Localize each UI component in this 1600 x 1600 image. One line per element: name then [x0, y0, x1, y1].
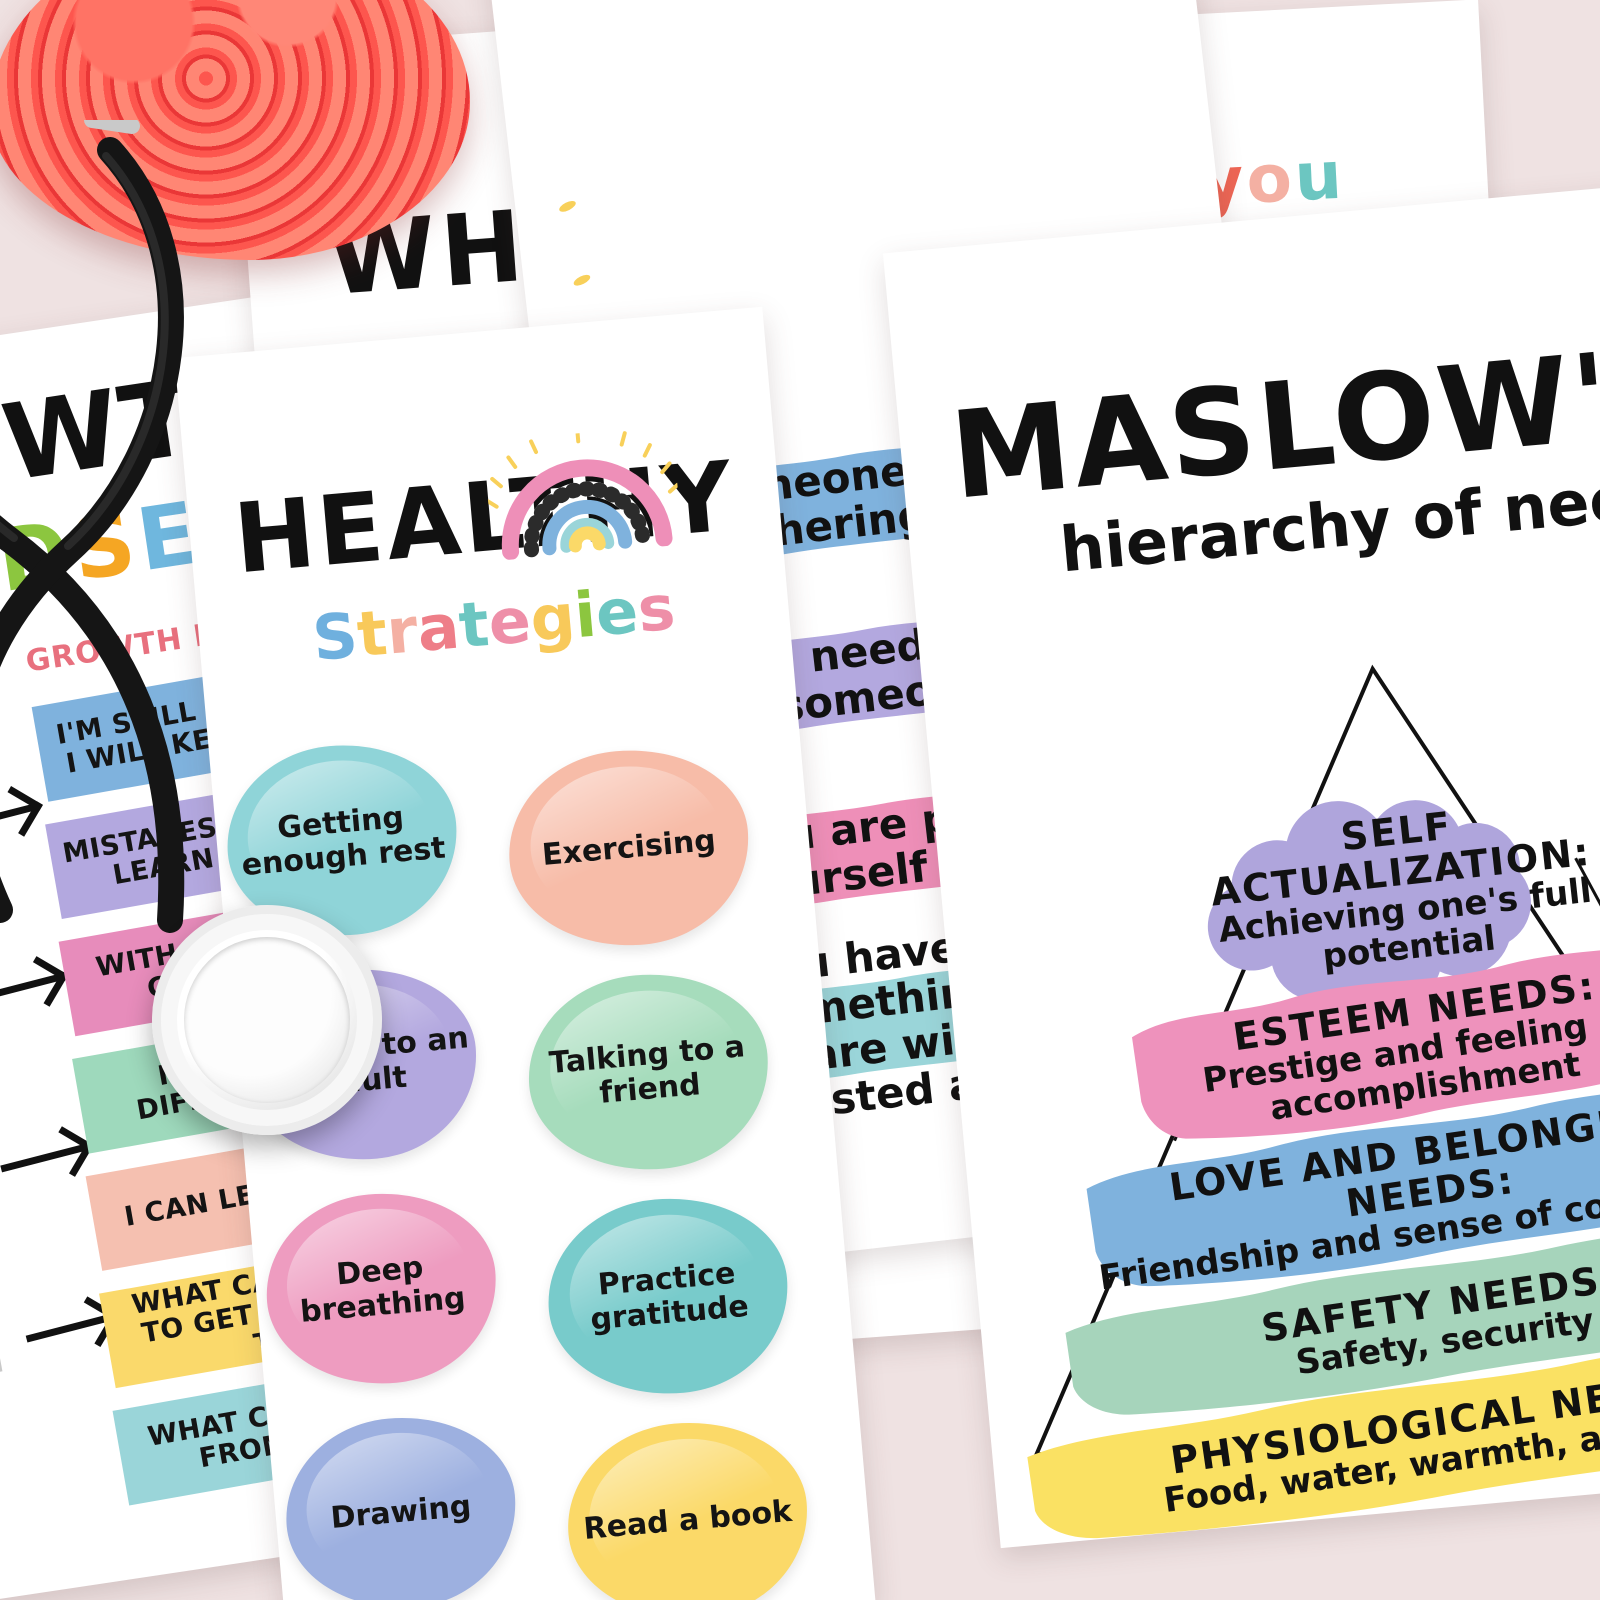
maslow-level-list: SELF ACTUALIZATION: Achieving one's full … [943, 612, 1600, 1539]
maslow-level: PHYSIOLOGICAL NEEDS: Food, water, warmth,… [1016, 1305, 1600, 1548]
bubble-label: Drawing [329, 1488, 473, 1537]
strategy-bubble: Drawing [278, 1408, 524, 1600]
arrow-right-icon [25, 1311, 111, 1342]
title-letter: e [592, 573, 641, 651]
title-letter: u [1292, 136, 1347, 217]
bubble-label: Talking to a friend [547, 1029, 747, 1111]
bubble-label: Exercising [540, 822, 718, 873]
maslow-level: SAFETY NEEDS: Safety, security [1055, 1194, 1600, 1451]
bubble-label: Practice gratitude [588, 1255, 751, 1338]
strategy-bubble: Exercising [500, 740, 757, 956]
growth-fixed-strip: THEY'RE BETTER AT IT THAN ME [0, 1268, 3, 1421]
brush-band-shape [1016, 1305, 1600, 1548]
maslow-level: ESTEEM NEEDS: Prestige and feeling of acc… [1122, 918, 1600, 1178]
title-letter: e [485, 583, 534, 660]
title-letter: o [1244, 139, 1297, 219]
rainbow-icon [483, 425, 683, 561]
maslow-level: LOVE AND BELONGING NEEDS: Friendship and … [1076, 1054, 1600, 1326]
stethoscope-prop [0, 112, 440, 1020]
maslow-level: SELF ACTUALIZATION: Achieving one's full … [1163, 765, 1600, 1014]
title-letter: g [527, 579, 578, 657]
poster-maslow[interactable]: MASLOW'S hierarchy of needs SELF ACTUALI… [882, 171, 1600, 1549]
maslow-pyramid: SELF ACTUALIZATION: Achieving one's full … [943, 612, 1600, 1539]
arrow-right-icon [0, 1141, 85, 1172]
bubble-label: Deep breathing [298, 1250, 467, 1330]
brush-band-shape [1076, 1054, 1600, 1326]
strategy-bubble: Read a book [559, 1412, 816, 1600]
brain-model-prop [0, 0, 470, 260]
bubble-label: Read a book [582, 1493, 794, 1547]
cloud-shape [1163, 765, 1600, 1014]
brush-band-shape [1122, 918, 1600, 1178]
poster-healthy-strategies[interactable]: HEALTHY Strate [174, 306, 876, 1600]
stethoscope-chestpiece [152, 905, 382, 1135]
strategy-bubble: Practice gratitude [540, 1188, 797, 1404]
strategy-bubble: Talking to a friend [520, 964, 777, 1180]
title-letter: s [634, 570, 678, 647]
brush-band-shape [1055, 1194, 1600, 1451]
strategy-bubble: Deep breathing [258, 1184, 505, 1394]
